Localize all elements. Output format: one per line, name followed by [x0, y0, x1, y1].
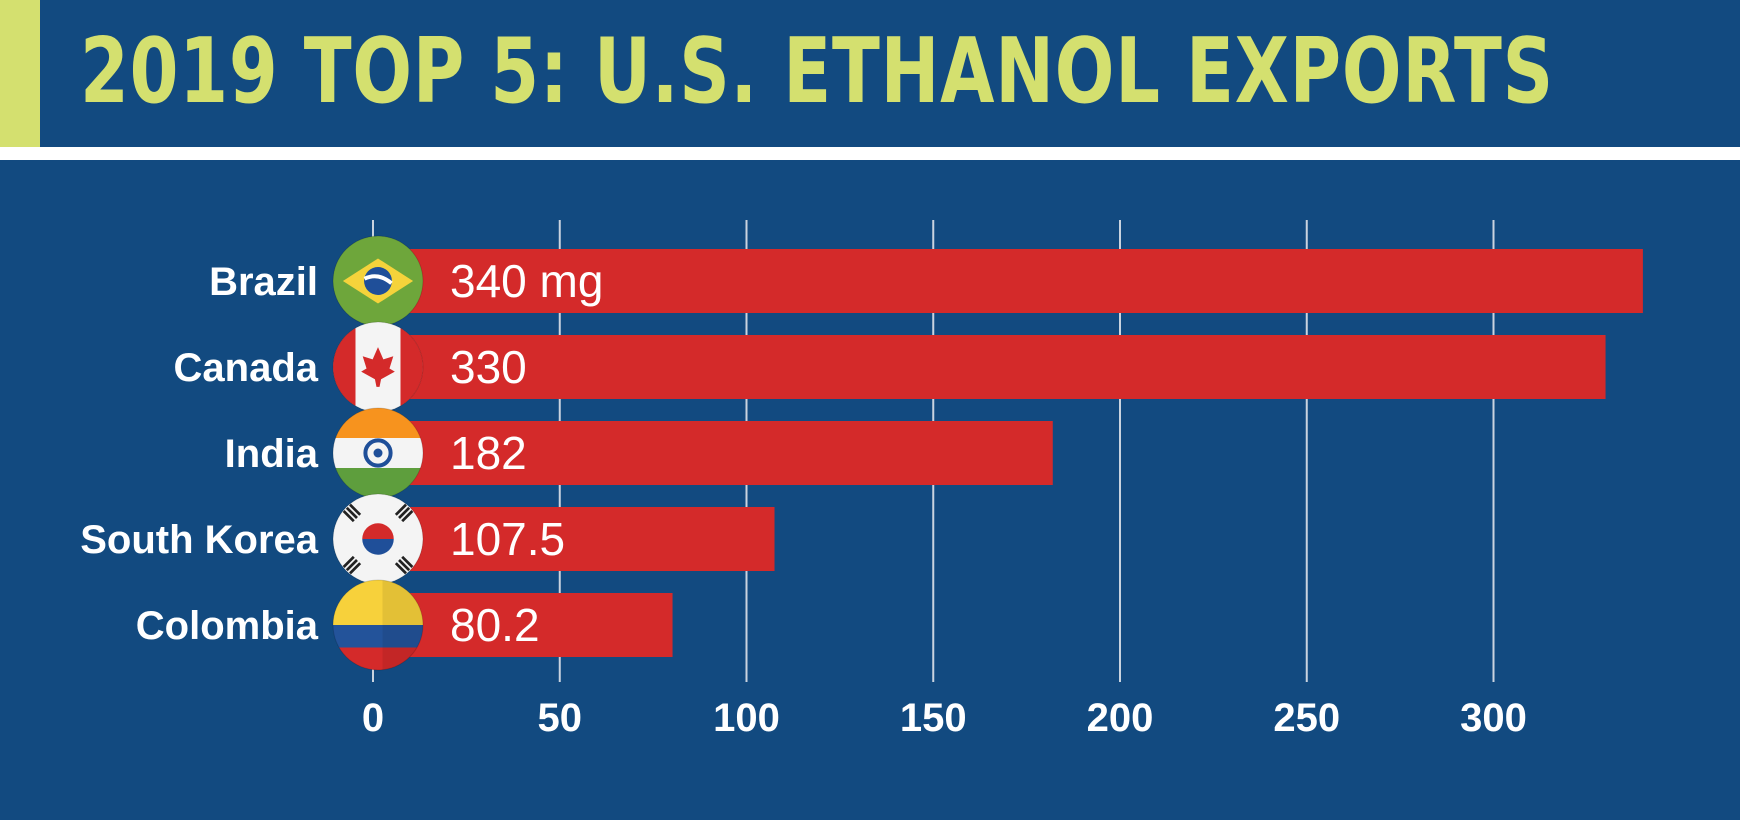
bar-india — [373, 421, 1053, 485]
category-label: Brazil — [209, 260, 318, 304]
value-label: 340 mg — [450, 255, 603, 307]
x-tick-label: 250 — [1273, 696, 1340, 740]
header-divider — [0, 147, 1740, 160]
x-tick-label: 100 — [713, 696, 780, 740]
page-title: 2019 TOP 5: U.S. ETHANOL EXPORTS — [80, 19, 1555, 124]
x-tick-label: 50 — [538, 696, 583, 740]
value-label: 182 — [450, 427, 527, 479]
south-korea-flag-icon — [333, 494, 423, 584]
value-label: 80.2 — [450, 599, 540, 651]
header-accent-bar — [0, 0, 40, 147]
bottom-border — [0, 820, 1740, 823]
labels: Brazil 340 mg Canada 330 India 182 South Korea… — [80, 255, 603, 651]
x-axis-ticks: 0 50 100 150 200 250 300 — [362, 696, 1527, 740]
bar-south-korea — [373, 507, 775, 571]
bar-canada — [373, 335, 1606, 399]
header: 2019 TOP 5: U.S. ETHANOL EXPORTS — [0, 0, 1740, 147]
x-tick-label: 0 — [362, 696, 384, 740]
flags — [332, 235, 424, 671]
bars — [373, 249, 1643, 657]
value-label: 330 — [450, 341, 527, 393]
x-tick-label: 300 — [1460, 696, 1527, 740]
bar-brazil — [373, 249, 1643, 313]
x-tick-label: 150 — [900, 696, 967, 740]
category-label: Colombia — [136, 604, 319, 648]
category-label: South Korea — [80, 518, 319, 562]
value-label: 107.5 — [450, 513, 565, 565]
brazil-flag-icon — [333, 236, 423, 326]
x-tick-label: 200 — [1087, 696, 1154, 740]
category-label: India — [225, 432, 319, 476]
category-label: Canada — [174, 346, 319, 390]
